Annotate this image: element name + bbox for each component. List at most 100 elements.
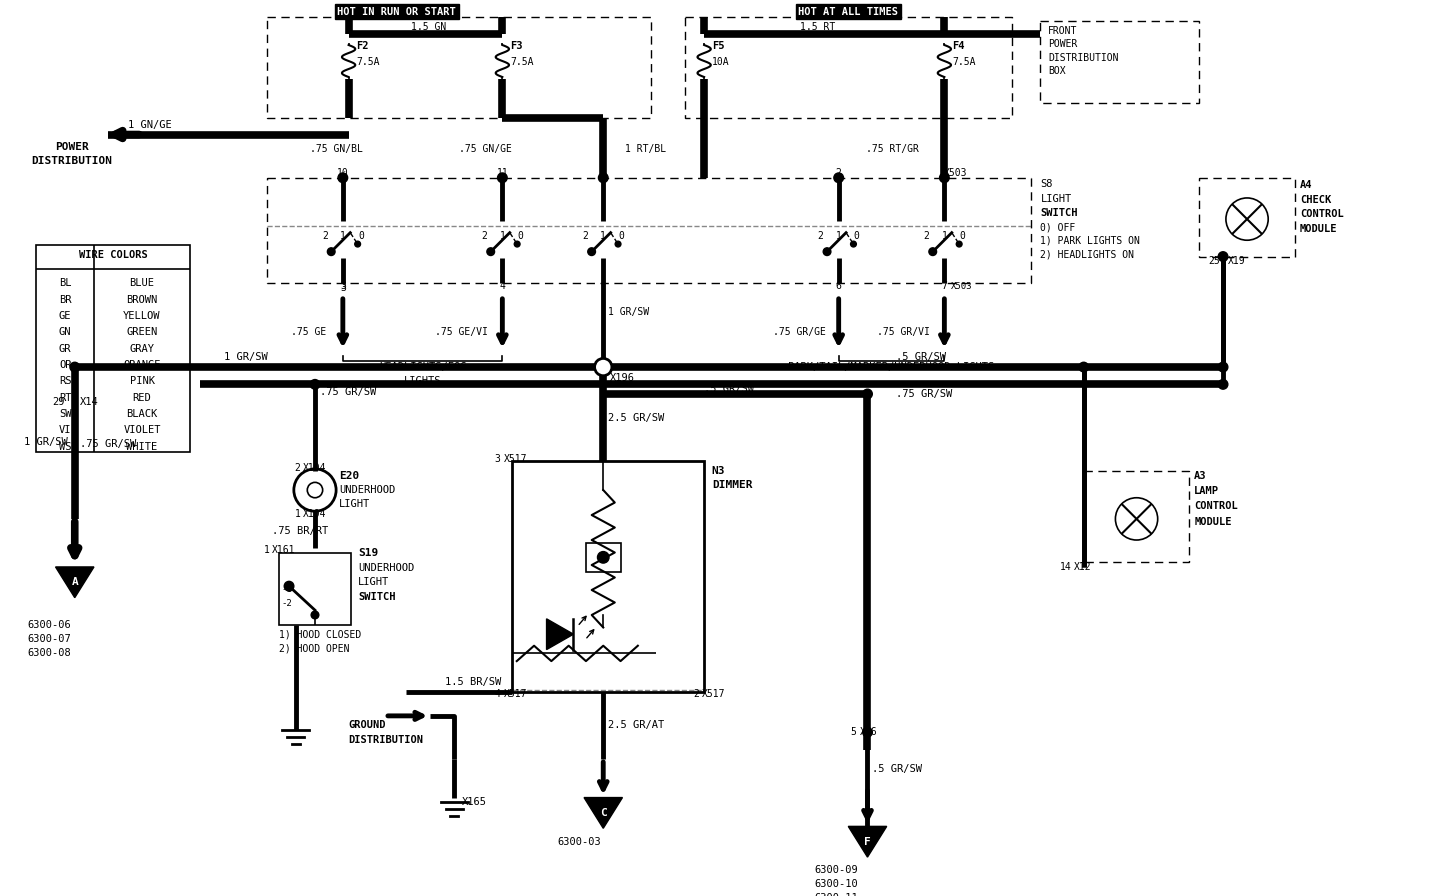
Text: WIRE COLORS: WIRE COLORS bbox=[79, 250, 147, 260]
Text: X517: X517 bbox=[504, 689, 528, 699]
Text: S8: S8 bbox=[1041, 179, 1053, 189]
Text: MODULE: MODULE bbox=[1194, 517, 1231, 527]
Text: 5: 5 bbox=[850, 728, 855, 737]
Circle shape bbox=[956, 241, 962, 247]
Text: SW: SW bbox=[59, 409, 72, 419]
Polygon shape bbox=[585, 797, 622, 828]
Text: 6300-10: 6300-10 bbox=[815, 879, 858, 889]
Text: C: C bbox=[600, 808, 606, 818]
Text: 7.5A: 7.5A bbox=[356, 57, 380, 67]
Text: LIGHT: LIGHT bbox=[1041, 194, 1071, 204]
Text: 2: 2 bbox=[818, 231, 824, 241]
Polygon shape bbox=[848, 826, 887, 857]
Text: VIOLET: VIOLET bbox=[124, 426, 161, 435]
Text: CONTROL: CONTROL bbox=[1300, 210, 1344, 220]
Text: X36: X36 bbox=[860, 728, 877, 737]
Text: RS: RS bbox=[59, 376, 72, 386]
Text: .5 GR/SW: .5 GR/SW bbox=[704, 384, 755, 394]
Text: 0: 0 bbox=[959, 231, 965, 241]
Text: F3: F3 bbox=[510, 41, 523, 51]
Text: 2: 2 bbox=[481, 231, 487, 241]
Text: X19: X19 bbox=[1228, 256, 1246, 266]
Text: 1: 1 bbox=[340, 231, 346, 241]
Text: ORANGE: ORANGE bbox=[124, 360, 161, 370]
Circle shape bbox=[310, 380, 320, 389]
Text: DISTRIBUTION: DISTRIBUTION bbox=[32, 157, 112, 167]
Text: 14: 14 bbox=[1060, 562, 1071, 572]
Text: F4: F4 bbox=[952, 41, 965, 51]
Circle shape bbox=[939, 173, 949, 183]
Text: .75 BR/RT: .75 BR/RT bbox=[272, 526, 328, 537]
Text: 2: 2 bbox=[835, 168, 841, 178]
Circle shape bbox=[929, 248, 936, 255]
Circle shape bbox=[1079, 362, 1089, 372]
Text: LIGHT: LIGHT bbox=[338, 498, 370, 509]
Circle shape bbox=[354, 241, 360, 247]
Text: .75 GE: .75 GE bbox=[291, 326, 327, 337]
Circle shape bbox=[1218, 380, 1228, 389]
Text: BROWN: BROWN bbox=[127, 295, 157, 305]
Text: CONTROL: CONTROL bbox=[1194, 502, 1238, 512]
Text: -2: -2 bbox=[281, 599, 292, 608]
Text: 6300-09: 6300-09 bbox=[815, 865, 858, 874]
Text: DISTRIBUTION: DISTRIBUTION bbox=[1048, 53, 1119, 63]
Text: 1: 1 bbox=[264, 545, 269, 555]
Text: 6: 6 bbox=[835, 281, 841, 291]
Bar bbox=[1084, 470, 1189, 562]
Text: 1 GR/SW: 1 GR/SW bbox=[608, 307, 649, 317]
Bar bbox=[513, 461, 704, 692]
Text: PARK/TAIL/MARKER/UNDERHOOD LIGHTS: PARK/TAIL/MARKER/UNDERHOOD LIGHTS bbox=[788, 362, 995, 372]
Text: 1 RT/BL: 1 RT/BL bbox=[625, 144, 667, 154]
Text: 7.5A: 7.5A bbox=[510, 57, 534, 67]
Text: 4: 4 bbox=[494, 689, 501, 699]
Text: A: A bbox=[72, 577, 78, 587]
Text: A4: A4 bbox=[1300, 180, 1312, 191]
Text: 6300-11: 6300-11 bbox=[815, 893, 858, 896]
Text: 1: 1 bbox=[835, 231, 841, 241]
Text: BR: BR bbox=[59, 295, 72, 305]
Text: 0: 0 bbox=[854, 231, 860, 241]
Circle shape bbox=[1218, 362, 1228, 372]
Text: BLUE: BLUE bbox=[130, 279, 154, 289]
Text: 2) HOOD OPEN: 2) HOOD OPEN bbox=[279, 643, 350, 653]
Text: 6300-08: 6300-08 bbox=[27, 649, 71, 659]
Text: .5 GR/SW: .5 GR/SW bbox=[873, 763, 922, 774]
Text: YELLOW: YELLOW bbox=[124, 311, 161, 321]
Text: 0: 0 bbox=[359, 231, 364, 241]
Text: 1: 1 bbox=[600, 231, 606, 241]
Circle shape bbox=[595, 358, 612, 375]
Text: 1: 1 bbox=[500, 231, 505, 241]
Text: X503: X503 bbox=[950, 282, 972, 291]
Text: BL: BL bbox=[59, 279, 72, 289]
Text: .75 GR/SW: .75 GR/SW bbox=[320, 387, 376, 397]
Text: .75 RT/GR: .75 RT/GR bbox=[865, 144, 919, 154]
Text: WHITE: WHITE bbox=[127, 442, 157, 452]
Text: DIMMER: DIMMER bbox=[711, 480, 752, 490]
Text: 1 GR/SW: 1 GR/SW bbox=[223, 352, 268, 363]
Circle shape bbox=[863, 389, 873, 399]
Text: X161: X161 bbox=[272, 545, 295, 555]
Circle shape bbox=[338, 173, 347, 183]
Text: GRAY: GRAY bbox=[130, 344, 154, 354]
Text: FRONT: FRONT bbox=[1048, 26, 1077, 36]
Text: GR: GR bbox=[59, 344, 72, 354]
Text: LIGHTS: LIGHTS bbox=[403, 376, 441, 386]
Bar bbox=[1200, 177, 1295, 256]
Text: 7.5A: 7.5A bbox=[952, 57, 975, 67]
Text: PINK: PINK bbox=[130, 376, 154, 386]
Text: POWER: POWER bbox=[55, 142, 89, 152]
Circle shape bbox=[851, 241, 857, 247]
Text: 7: 7 bbox=[942, 281, 948, 291]
Text: WS: WS bbox=[59, 442, 72, 452]
Circle shape bbox=[824, 248, 831, 255]
Text: 6300-07: 6300-07 bbox=[27, 634, 71, 644]
Circle shape bbox=[1218, 252, 1228, 262]
Text: X14: X14 bbox=[79, 397, 98, 407]
Text: MODULE: MODULE bbox=[1300, 224, 1338, 234]
Text: 10A: 10A bbox=[711, 57, 730, 67]
Circle shape bbox=[514, 241, 520, 247]
Text: 2: 2 bbox=[582, 231, 588, 241]
Text: E20: E20 bbox=[338, 470, 359, 480]
Text: 2) HEADLIGHTS ON: 2) HEADLIGHTS ON bbox=[1041, 250, 1135, 260]
Text: 25: 25 bbox=[1208, 256, 1220, 266]
